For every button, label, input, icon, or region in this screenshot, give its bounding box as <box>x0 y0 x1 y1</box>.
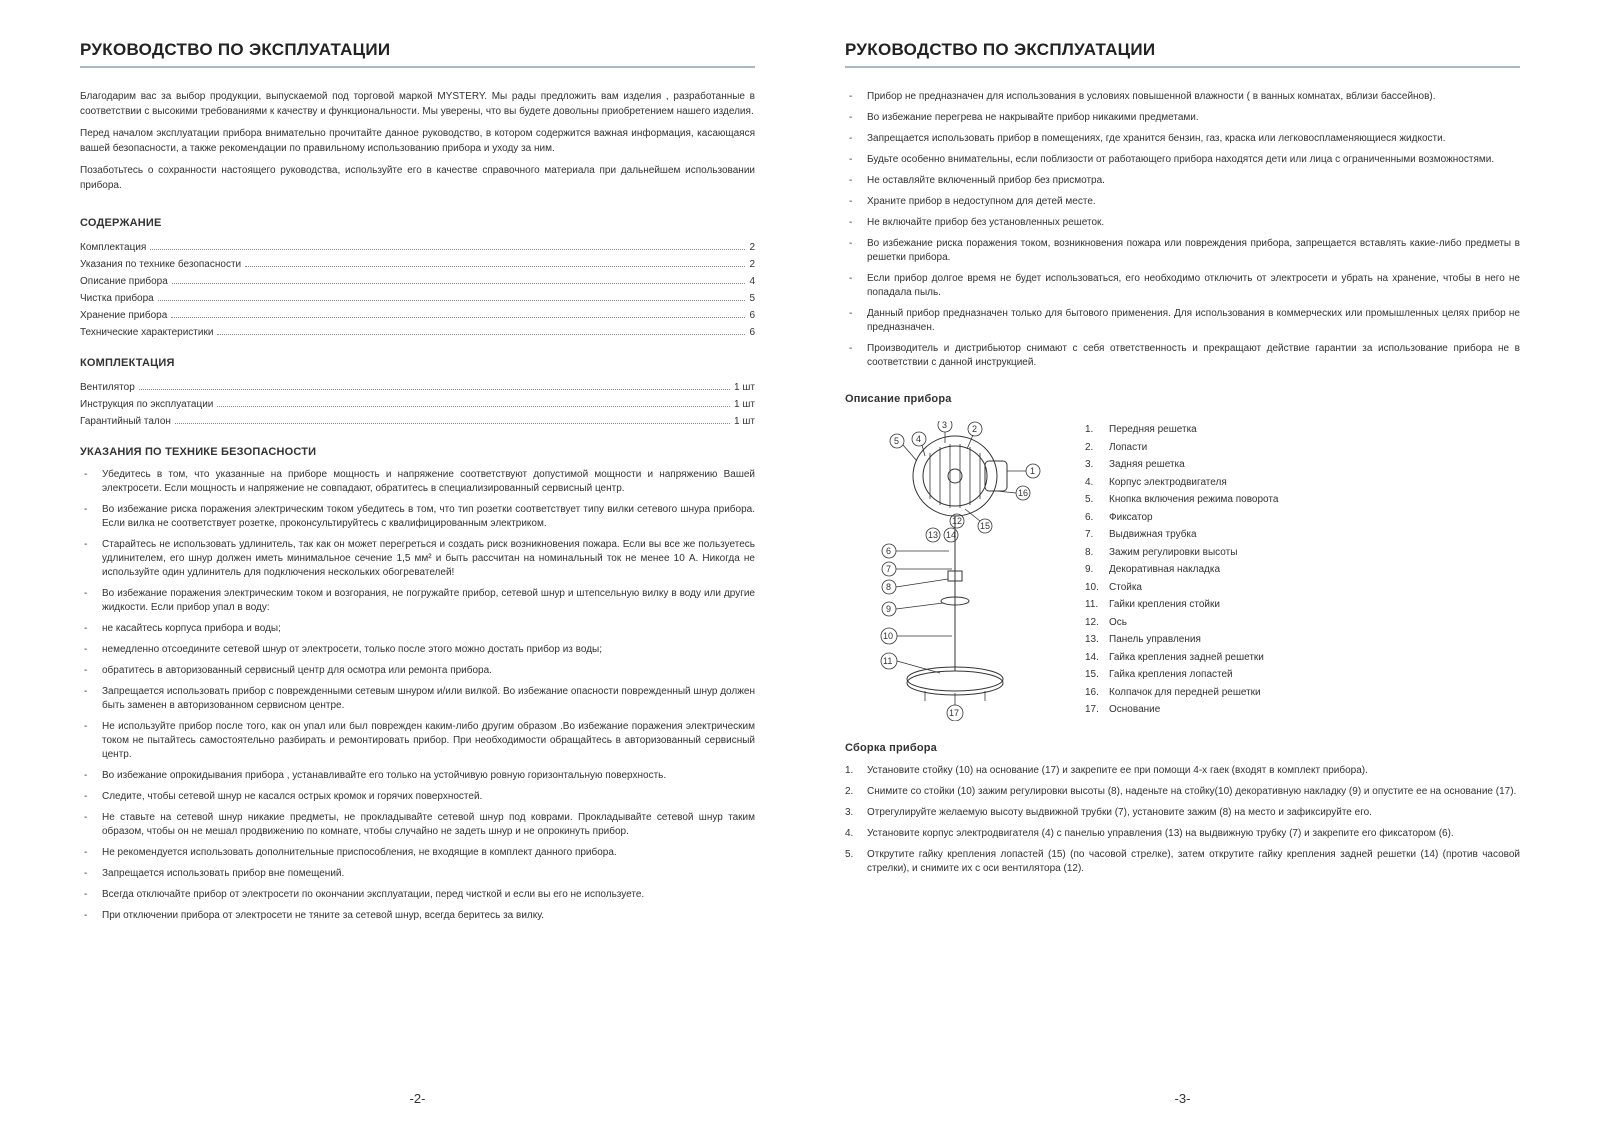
toc-row: Хранение прибора6 <box>80 307 755 324</box>
svg-text:11: 11 <box>883 656 892 666</box>
svg-text:15: 15 <box>980 521 990 531</box>
part-row: 3.Задняя решетка <box>1085 456 1520 474</box>
intro-para: Позаботьтесь о сохранности настоящего ру… <box>80 164 755 193</box>
safety-item: Прибор не предназначен для использования… <box>845 90 1520 104</box>
safety-item: Во избежание перегрева не накрывайте при… <box>845 111 1520 125</box>
part-row: 2.Лопасти <box>1085 439 1520 457</box>
part-row: 13.Панель управления <box>1085 631 1520 649</box>
safety-item: Не ставьте на сетевой шнур никакие предм… <box>80 811 755 839</box>
safety-item: Данный прибор предназначен только для бы… <box>845 307 1520 335</box>
safety-item: немедленно отсоедините сетевой шнур от э… <box>80 643 755 657</box>
page-2: РУКОВОДСТВО ПО ЭКСПЛУАТАЦИИ Благодарим в… <box>50 40 800 1106</box>
heading-description: Описание прибора <box>845 393 1520 405</box>
part-row: 5.Кнопка включения режима поворота <box>1085 491 1520 509</box>
safety-item: Во избежание риска поражения электрическ… <box>80 503 755 531</box>
kit-row: Вентилятор1 шт <box>80 379 755 396</box>
page-title: РУКОВОДСТВО ПО ЭКСПЛУАТАЦИИ <box>80 40 755 68</box>
assembly-step: 5.Открутите гайку крепления лопастей (15… <box>845 848 1520 876</box>
assembly-step: 2.Снимите со стойки (10) зажим регулиров… <box>845 785 1520 799</box>
svg-text:12: 12 <box>952 516 962 526</box>
assembly-steps: 1.Установите стойку (10) на основание (1… <box>845 764 1520 883</box>
safety-item: Запрещается использовать прибор вне поме… <box>80 867 755 881</box>
safety-item: Всегда отключайте прибор от электросети … <box>80 888 755 902</box>
safety-item: Запрещается использовать прибор в помеще… <box>845 132 1520 146</box>
svg-text:10: 10 <box>883 631 893 641</box>
safety-item: Убедитесь в том, что указанные на прибор… <box>80 468 755 496</box>
safety-list-left: Убедитесь в том, что указанные на прибор… <box>80 468 755 930</box>
safety-item: Не оставляйте включенный прибор без прис… <box>845 174 1520 188</box>
safety-item: Не используйте прибор после того, как он… <box>80 720 755 762</box>
safety-item: При отключении прибора от электросети не… <box>80 909 755 923</box>
svg-text:2: 2 <box>972 424 977 434</box>
safety-item: Будьте особенно внимательны, если поблиз… <box>845 153 1520 167</box>
heading-contents: СОДЕРЖАНИЕ <box>80 217 755 229</box>
safety-item: Храните прибор в недоступном для детей м… <box>845 195 1520 209</box>
part-row: 17.Основание <box>1085 701 1520 719</box>
safety-list-right: Прибор не предназначен для использования… <box>845 90 1520 377</box>
safety-item: Не рекомендуется использовать дополнител… <box>80 846 755 860</box>
part-row: 12.Ось <box>1085 614 1520 632</box>
part-row: 1.Передняя решетка <box>1085 421 1520 439</box>
heading-assembly: Сборка прибора <box>845 742 1520 754</box>
part-row: 6.Фиксатор <box>1085 509 1520 527</box>
part-row: 14.Гайка крепления задней решетки <box>1085 649 1520 667</box>
svg-text:16: 16 <box>1018 488 1028 498</box>
page-title: РУКОВОДСТВО ПО ЭКСПЛУАТАЦИИ <box>845 40 1520 68</box>
toc-row: Комплектация2 <box>80 239 755 256</box>
heading-kit: КОМПЛЕКТАЦИЯ <box>80 357 755 369</box>
part-row: 9.Декоративная накладка <box>1085 561 1520 579</box>
heading-safety: УКАЗАНИЯ ПО ТЕХНИКЕ БЕЗОПАСНОСТИ <box>80 446 755 458</box>
part-row: 4.Корпус электродвигателя <box>1085 474 1520 492</box>
intro-block: Благодарим вас за выбор продукции, выпус… <box>80 90 755 201</box>
safety-item: Не включайте прибор без установленных ре… <box>845 216 1520 230</box>
toc-row: Чистка прибора5 <box>80 290 755 307</box>
toc-row: Указания по технике безопасности2 <box>80 256 755 273</box>
svg-text:13: 13 <box>928 530 938 540</box>
part-row: 11.Гайки крепления стойки <box>1085 596 1520 614</box>
part-row: 16.Колпачок для передней решетки <box>1085 684 1520 702</box>
part-row: 15.Гайка крепления лопастей <box>1085 666 1520 684</box>
part-row: 8.Зажим регулировки высоты <box>1085 544 1520 562</box>
svg-text:9: 9 <box>886 604 891 614</box>
svg-text:3: 3 <box>942 421 947 430</box>
svg-text:17: 17 <box>949 708 959 718</box>
intro-para: Перед началом эксплуатации прибора внима… <box>80 127 755 156</box>
toc-list: Комплектация2Указания по технике безопас… <box>80 239 755 341</box>
toc-row: Технические характеристики6 <box>80 324 755 341</box>
safety-item: Запрещается использовать прибор с повреж… <box>80 685 755 713</box>
svg-text:8: 8 <box>886 582 891 592</box>
safety-item: Если прибор долгое время не будет исполь… <box>845 272 1520 300</box>
svg-text:6: 6 <box>886 546 891 556</box>
svg-text:4: 4 <box>916 434 921 444</box>
safety-item: Старайтесь не использовать удлинитель, т… <box>80 538 755 580</box>
safety-item: Следите, чтобы сетевой шнур не касался о… <box>80 790 755 804</box>
svg-text:5: 5 <box>894 436 899 446</box>
assembly-step: 1.Установите стойку (10) на основание (1… <box>845 764 1520 778</box>
safety-item: Производитель и дистрибьютор снимают с с… <box>845 342 1520 370</box>
parts-legend: 1.Передняя решетка2.Лопасти3.Задняя реше… <box>1085 421 1520 726</box>
page-number: -3- <box>845 1079 1520 1106</box>
parts-section: 1 2 3 4 5 16 15 12 <box>845 421 1520 726</box>
safety-item: Во избежание поражения электрическим ток… <box>80 587 755 615</box>
toc-row: Описание прибора4 <box>80 273 755 290</box>
assembly-step: 3.Отрегулируйте желаемую высоту выдвижно… <box>845 806 1520 820</box>
part-row: 10.Стойка <box>1085 579 1520 597</box>
page-3: РУКОВОДСТВО ПО ЭКСПЛУАТАЦИИ Прибор не пр… <box>800 40 1550 1106</box>
svg-text:1: 1 <box>1030 466 1035 476</box>
fan-diagram: 1 2 3 4 5 16 15 12 <box>845 421 1065 726</box>
safety-item: Во избежание риска поражения током, возн… <box>845 237 1520 265</box>
assembly-step: 4.Установите корпус электродвигателя (4)… <box>845 827 1520 841</box>
safety-item: не касайтесь корпуса прибора и воды; <box>80 622 755 636</box>
safety-item: Во избежание опрокидывания прибора , уст… <box>80 769 755 783</box>
svg-text:14: 14 <box>946 530 956 540</box>
page-number: -2- <box>80 1079 755 1106</box>
svg-text:7: 7 <box>886 564 891 574</box>
safety-item: обратитесь в авторизованный сервисный це… <box>80 664 755 678</box>
kit-row: Гарантийный талон1 шт <box>80 413 755 430</box>
kit-list: Вентилятор1 штИнструкция по эксплуатации… <box>80 379 755 430</box>
intro-para: Благодарим вас за выбор продукции, выпус… <box>80 90 755 119</box>
kit-row: Инструкция по эксплуатации1 шт <box>80 396 755 413</box>
part-row: 7.Выдвижная трубка <box>1085 526 1520 544</box>
